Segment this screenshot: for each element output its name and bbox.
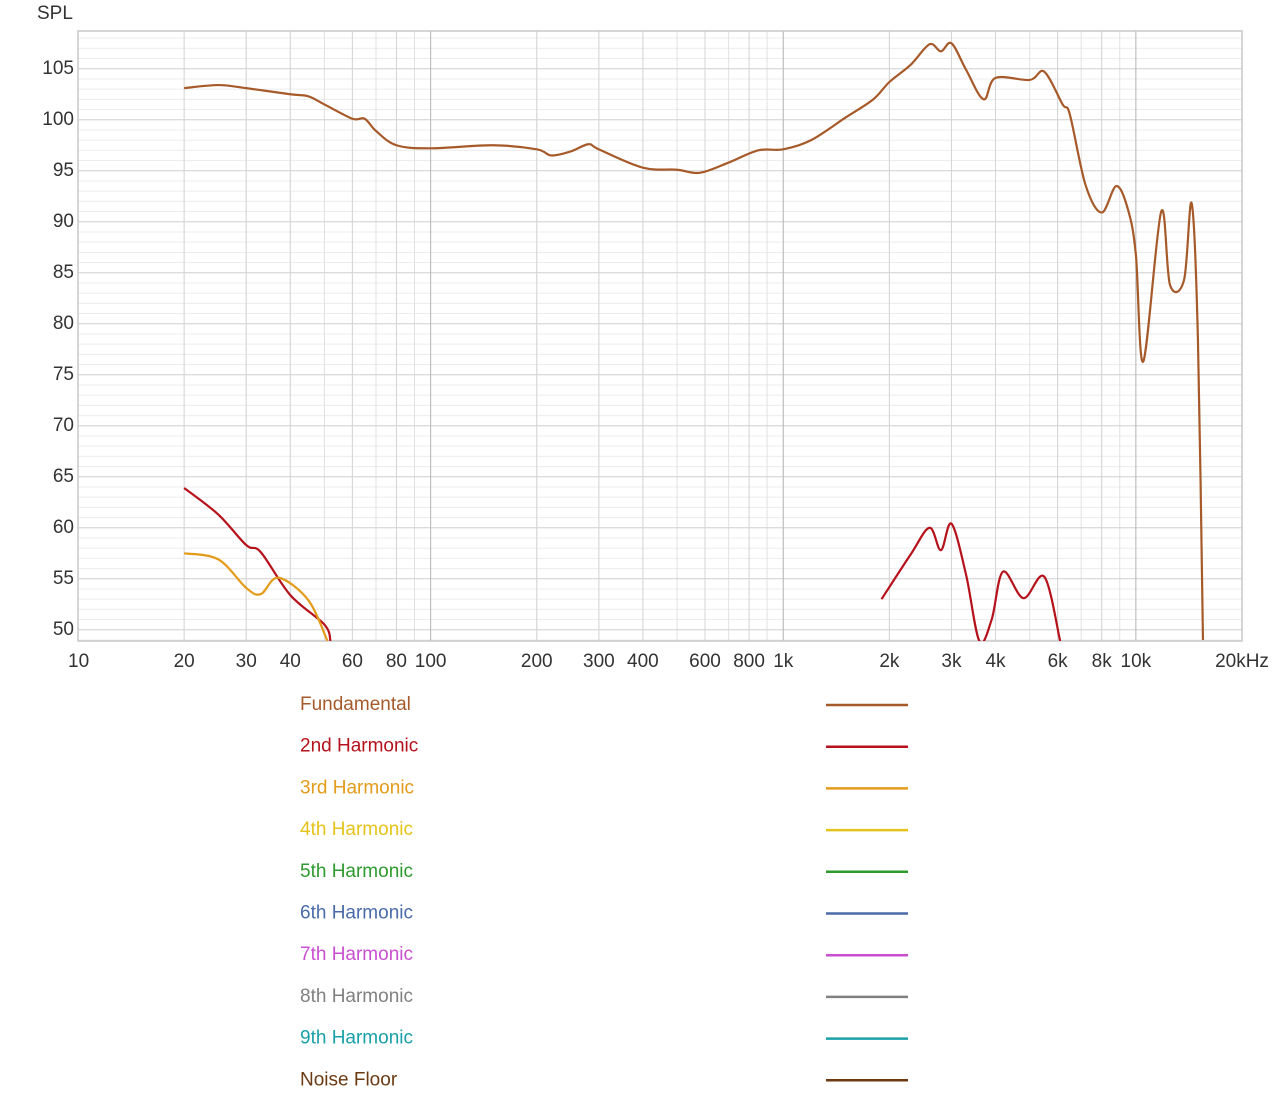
x-tick-label: 30	[236, 651, 257, 672]
x-tick-label: 20	[174, 651, 195, 672]
legend-label: 2nd Harmonic	[300, 736, 418, 757]
legend-label: 6th Harmonic	[300, 903, 413, 924]
x-tick-label: 6k	[1048, 651, 1069, 672]
y-tick-label: 70	[53, 415, 74, 436]
series-line	[183, 552, 329, 641]
x-tick-label: 10k	[1121, 651, 1152, 672]
x-tick-label: 400	[627, 651, 659, 672]
x-tick-label: 2k	[879, 651, 900, 672]
legend-label: 3rd Harmonic	[300, 777, 414, 798]
y-tick-label: 50	[53, 619, 74, 640]
legend-label: 9th Harmonic	[300, 1028, 413, 1049]
x-tick-label: 800	[733, 651, 765, 672]
x-tick-label: 3k	[941, 651, 962, 672]
x-tick-label: 300	[583, 651, 615, 672]
x-tick-label: 8k	[1092, 651, 1113, 672]
y-tick-label: 60	[53, 517, 74, 538]
legend-label: 7th Harmonic	[300, 944, 413, 965]
y-tick-label: 90	[53, 211, 74, 232]
y-tick-label: 65	[53, 466, 74, 487]
y-axis-label: SPL	[37, 3, 73, 24]
x-tick-label: 1k	[773, 651, 794, 672]
x-tick-label: 20kHz	[1215, 651, 1269, 672]
legend-label: 4th Harmonic	[300, 819, 413, 840]
plot-frame	[77, 30, 1243, 642]
legend-label: 8th Harmonic	[300, 986, 413, 1007]
x-tick-label: 600	[689, 651, 721, 672]
y-tick-label: 75	[53, 364, 74, 385]
x-tick-label: 100	[415, 651, 447, 672]
x-tick-label: 40	[280, 651, 301, 672]
legend-label: Fundamental	[300, 694, 411, 715]
legend-label: 5th Harmonic	[300, 861, 413, 882]
y-tick-label: 85	[53, 262, 74, 283]
series-line	[184, 41, 1205, 640]
y-tick-label: 55	[53, 568, 74, 589]
x-tick-label: 60	[342, 651, 363, 672]
y-tick-label: 100	[42, 109, 74, 130]
x-tick-label: 4k	[985, 651, 1006, 672]
x-tick-label: 200	[521, 651, 553, 672]
series-line	[183, 487, 1062, 641]
x-tick-label: 10	[68, 651, 89, 672]
legend-label: Noise Floor	[300, 1069, 398, 1090]
x-tick-label: 80	[386, 651, 407, 672]
y-tick-label: 80	[53, 313, 74, 334]
y-tick-label: 95	[53, 160, 74, 181]
y-tick-label: 105	[42, 58, 74, 79]
